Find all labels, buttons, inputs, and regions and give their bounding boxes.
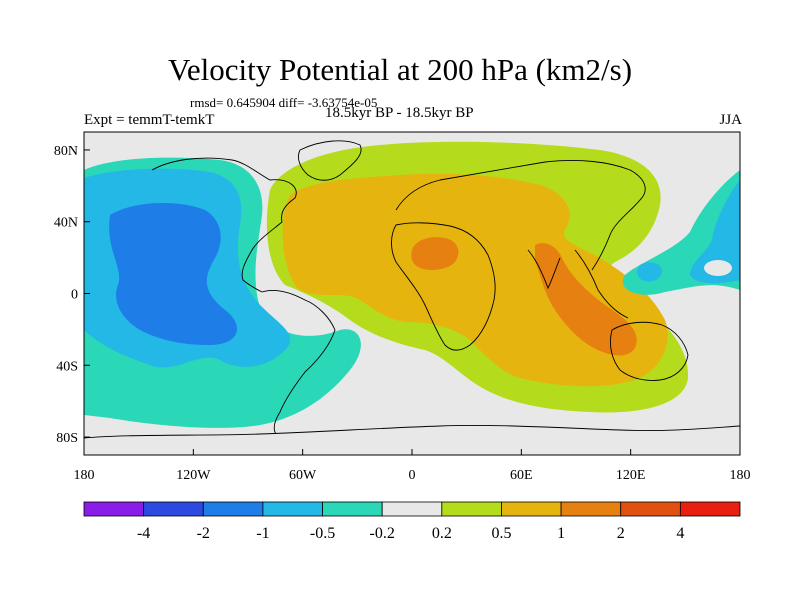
coastline-antarctica: [84, 425, 740, 439]
colorbar-level-label: -2: [197, 525, 210, 542]
x-tick-label: 60E: [510, 468, 533, 483]
stats-text: rmsd= 0.645904 diff= -3.63754e-05: [190, 95, 378, 110]
y-tick-label: 0: [71, 288, 78, 303]
north-africa-maximum-core: [411, 237, 459, 270]
coastline-southeast-asia: [574, 249, 629, 319]
colorbar-swatch: [83, 501, 145, 517]
colorbar-level-label: -1: [256, 525, 269, 542]
colorbar-level-label: 4: [676, 525, 684, 542]
colorbar-swatch: [381, 501, 443, 517]
colorbar-swatch: [322, 501, 383, 517]
colorbar: -4 -2 -1 -0.5 -0.2 0.2 0.5 1 2 4: [83, 501, 741, 542]
y-tick-label: 40S: [56, 359, 78, 374]
coastlines: [84, 140, 740, 439]
y-axis: 80N 40N 0 40S 80S: [54, 144, 90, 446]
colorbar-swatch: [143, 501, 204, 517]
coastline-south-america: [261, 289, 336, 435]
x-tick-label: 0: [409, 468, 416, 483]
pacific-negative-region-core: [109, 203, 237, 345]
coastline-australia: [609, 321, 689, 381]
colorbar-level-label: 1: [557, 525, 565, 542]
colorbar-swatch: [501, 501, 562, 517]
x-tick-label: 120W: [176, 468, 211, 483]
west-pacific-negative-core: [690, 180, 740, 284]
x-tick-label: 120E: [616, 468, 646, 483]
colorbar-level-label: -0.5: [310, 525, 335, 542]
colorbar-swatch: [620, 501, 681, 517]
eastern-hemisphere-positive-mid: [282, 173, 668, 387]
colorbar-swatch: [202, 501, 264, 517]
x-axis: 180 120W 60W 0 60E 120E 180: [74, 449, 751, 483]
colorbar-swatch: [441, 501, 502, 517]
coastline-greenland: [297, 140, 362, 181]
y-tick-label: 40N: [54, 216, 78, 231]
colorbar-swatch: [262, 501, 323, 517]
coastline-africa: [391, 222, 496, 351]
colorbar-level-label: 0.5: [491, 525, 511, 542]
colorbar-level-label: 0.2: [432, 525, 452, 542]
coastline-europe-asia: [395, 160, 646, 271]
indian-ocean-maximum-core: [535, 243, 637, 356]
map-plot-area: [84, 132, 740, 455]
southern-ocean-neutral: [300, 410, 740, 455]
period-label: 18.5kyr BP - 18.5kyr BP: [325, 105, 474, 121]
colorbar-level-label: -0.2: [370, 525, 395, 542]
x-tick-label: 60W: [289, 468, 317, 483]
chart-title: Velocity Potential at 200 hPa (km2/s): [167, 52, 633, 87]
west-pacific-negative-spot: [637, 262, 662, 282]
colorbar-swatch: [679, 501, 741, 517]
experiment-label: Expt = temmT-temkT: [84, 112, 215, 128]
colorbar-level-label: -4: [137, 525, 150, 542]
season-label: JJA: [719, 112, 742, 128]
coastline-north-america: [151, 157, 297, 293]
y-tick-label: 80N: [54, 144, 78, 159]
west-pacific-neutral-spot: [704, 260, 732, 276]
y-tick-label: 80S: [56, 431, 78, 446]
colorbar-level-label: 2: [617, 525, 625, 542]
x-tick-label: 180: [730, 468, 751, 483]
colorbar-swatch: [560, 501, 622, 517]
x-tick-label: 180: [74, 468, 95, 483]
coastline-india: [527, 249, 561, 290]
